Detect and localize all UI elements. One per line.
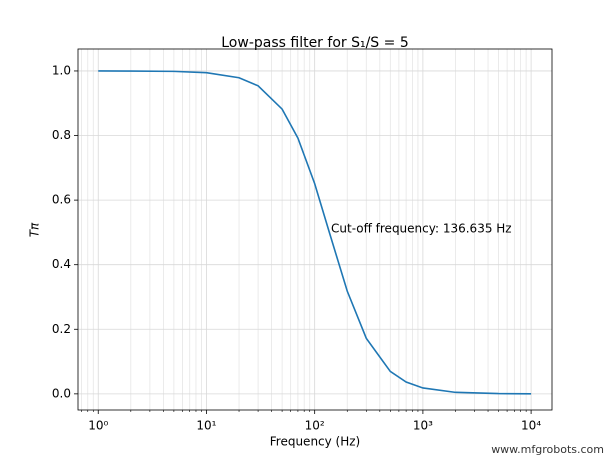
x-tick-label: 10³ xyxy=(413,419,433,433)
watermark: www.mfgrobots.com xyxy=(491,443,604,456)
x-tick-label: 10¹ xyxy=(196,419,216,433)
data-line xyxy=(98,70,532,395)
x-tick-label: 10² xyxy=(305,419,325,433)
chart-title: Low-pass filter for S₁/S = 5 xyxy=(221,35,408,51)
y-tick-label: 0.4 xyxy=(52,257,71,271)
plot-frame xyxy=(77,48,553,411)
y-axis-label: Tπ xyxy=(28,222,42,237)
y-tick-label: 0.6 xyxy=(52,193,71,207)
x-tick-label: 10⁰ xyxy=(88,419,108,433)
y-tick-label: 0.8 xyxy=(52,128,71,142)
x-tick-label: 10⁴ xyxy=(521,419,541,433)
x-axis-label: Frequency (Hz) xyxy=(270,435,361,449)
y-tick-label: 0.0 xyxy=(52,386,71,400)
annotation: Cut-off frequency: 136.635 Hz xyxy=(331,222,512,236)
y-tick-label: 1.0 xyxy=(52,63,71,77)
y-tick-label: 0.2 xyxy=(52,322,71,336)
